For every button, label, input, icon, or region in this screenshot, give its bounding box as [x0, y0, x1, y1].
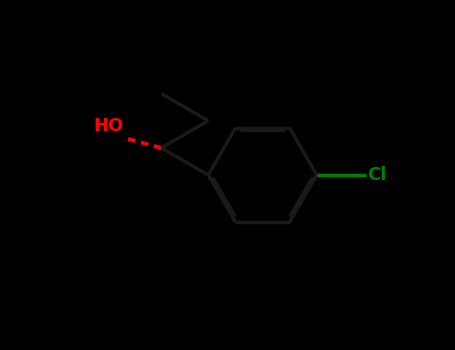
- Text: Cl: Cl: [367, 166, 386, 184]
- Text: HO: HO: [93, 117, 124, 135]
